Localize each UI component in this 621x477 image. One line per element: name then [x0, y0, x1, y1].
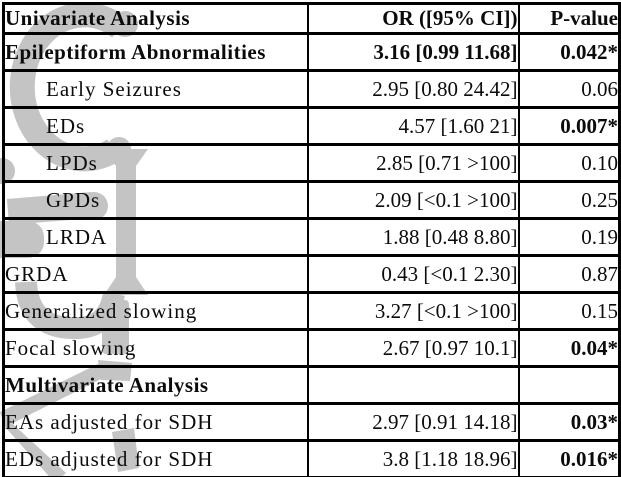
p-value: 0.15 — [517, 291, 621, 331]
row-label: Focal slowing — [2, 328, 309, 368]
row-label: EDs adjusted for SDH — [2, 439, 309, 477]
row-label: EAs adjusted for SDH — [2, 402, 309, 442]
table-row-early-seizures: Early Seizures 2.95 [0.80 24.42] 0.06 — [2, 69, 621, 109]
p-value: 0.87 — [517, 254, 621, 294]
or-ci-value-empty — [306, 365, 520, 405]
or-ci-value: 3.8 [1.18 18.96] — [306, 439, 520, 477]
or-ci-value: 2.95 [0.80 24.42] — [306, 69, 520, 109]
p-value: 0.25 — [517, 180, 621, 220]
p-value: 0.007* — [517, 106, 621, 146]
or-ci-value: 2.97 [0.91 14.18] — [306, 402, 520, 442]
table-row-eas-adjusted-sdh: EAs adjusted for SDH 2.97 [0.91 14.18] 0… — [2, 402, 621, 442]
row-label: Epileptiform Abnormalities — [2, 32, 309, 72]
p-value: 0.04* — [517, 328, 621, 368]
or-ci-value: 3.27 [<0.1 >100] — [306, 291, 520, 331]
p-value: 0.06 — [517, 69, 621, 109]
or-ci-value: 2.67 [0.97 10.1] — [306, 328, 520, 368]
or-ci-value: 4.57 [1.60 21] — [306, 106, 520, 146]
p-value: 0.03* — [517, 402, 621, 442]
p-value: 0.016* — [517, 439, 621, 477]
or-ci-value: 3.16 [0.99 11.68] — [306, 32, 520, 72]
table-row-generalized-slowing: Generalized slowing 3.27 [<0.1 >100] 0.1… — [2, 291, 621, 331]
row-label: Early Seizures — [2, 69, 309, 109]
row-label: LRDA — [2, 217, 309, 257]
table-row-gpds: GPDs 2.09 [<0.1 >100] 0.25 — [2, 180, 621, 220]
or-ci-value: 1.88 [0.48 8.80] — [306, 217, 520, 257]
table-row-lrda: LRDA 1.88 [0.48 8.80] 0.19 — [2, 217, 621, 257]
p-value-empty — [517, 365, 621, 405]
row-label: GRDA — [2, 254, 309, 294]
p-value: 0.19 — [517, 217, 621, 257]
row-label: EDs — [2, 106, 309, 146]
table-row-eds-adjusted-sdh: EDs adjusted for SDH 3.8 [1.18 18.96] 0.… — [2, 439, 621, 477]
or-ci-value: 2.85 [0.71 >100] — [306, 143, 520, 183]
or-ci-value: 2.09 [<0.1 >100] — [306, 180, 520, 220]
table-row-lpds: LPDs 2.85 [0.71 >100] 0.10 — [2, 143, 621, 183]
row-label: Generalized slowing — [2, 291, 309, 331]
p-value: 0.10 — [517, 143, 621, 183]
column-header-p-value: P-value — [517, 2, 621, 35]
table-row-grda: GRDA 0.43 [<0.1 2.30] 0.87 — [2, 254, 621, 294]
column-header-univariate-analysis: Univariate Analysis — [2, 2, 309, 35]
table-row-epileptiform-abnormalities: Epileptiform Abnormalities 3.16 [0.99 11… — [2, 32, 621, 72]
table-header-row: Univariate Analysis OR ([95% CI]) P-valu… — [2, 2, 621, 35]
p-value: 0.042* — [517, 32, 621, 72]
or-ci-value: 0.43 [<0.1 2.30] — [306, 254, 520, 294]
column-header-or-ci: OR ([95% CI]) — [306, 2, 520, 35]
table-row-eds: EDs 4.57 [1.60 21] 0.007* — [2, 106, 621, 146]
row-label: GPDs — [2, 180, 309, 220]
row-label: LPDs — [2, 143, 309, 183]
section-label: Multivariate Analysis — [2, 365, 309, 405]
table-row-focal-slowing: Focal slowing 2.67 [0.97 10.1] 0.04* — [2, 328, 621, 368]
table-row-multivariate-analysis: Multivariate Analysis — [2, 365, 621, 405]
